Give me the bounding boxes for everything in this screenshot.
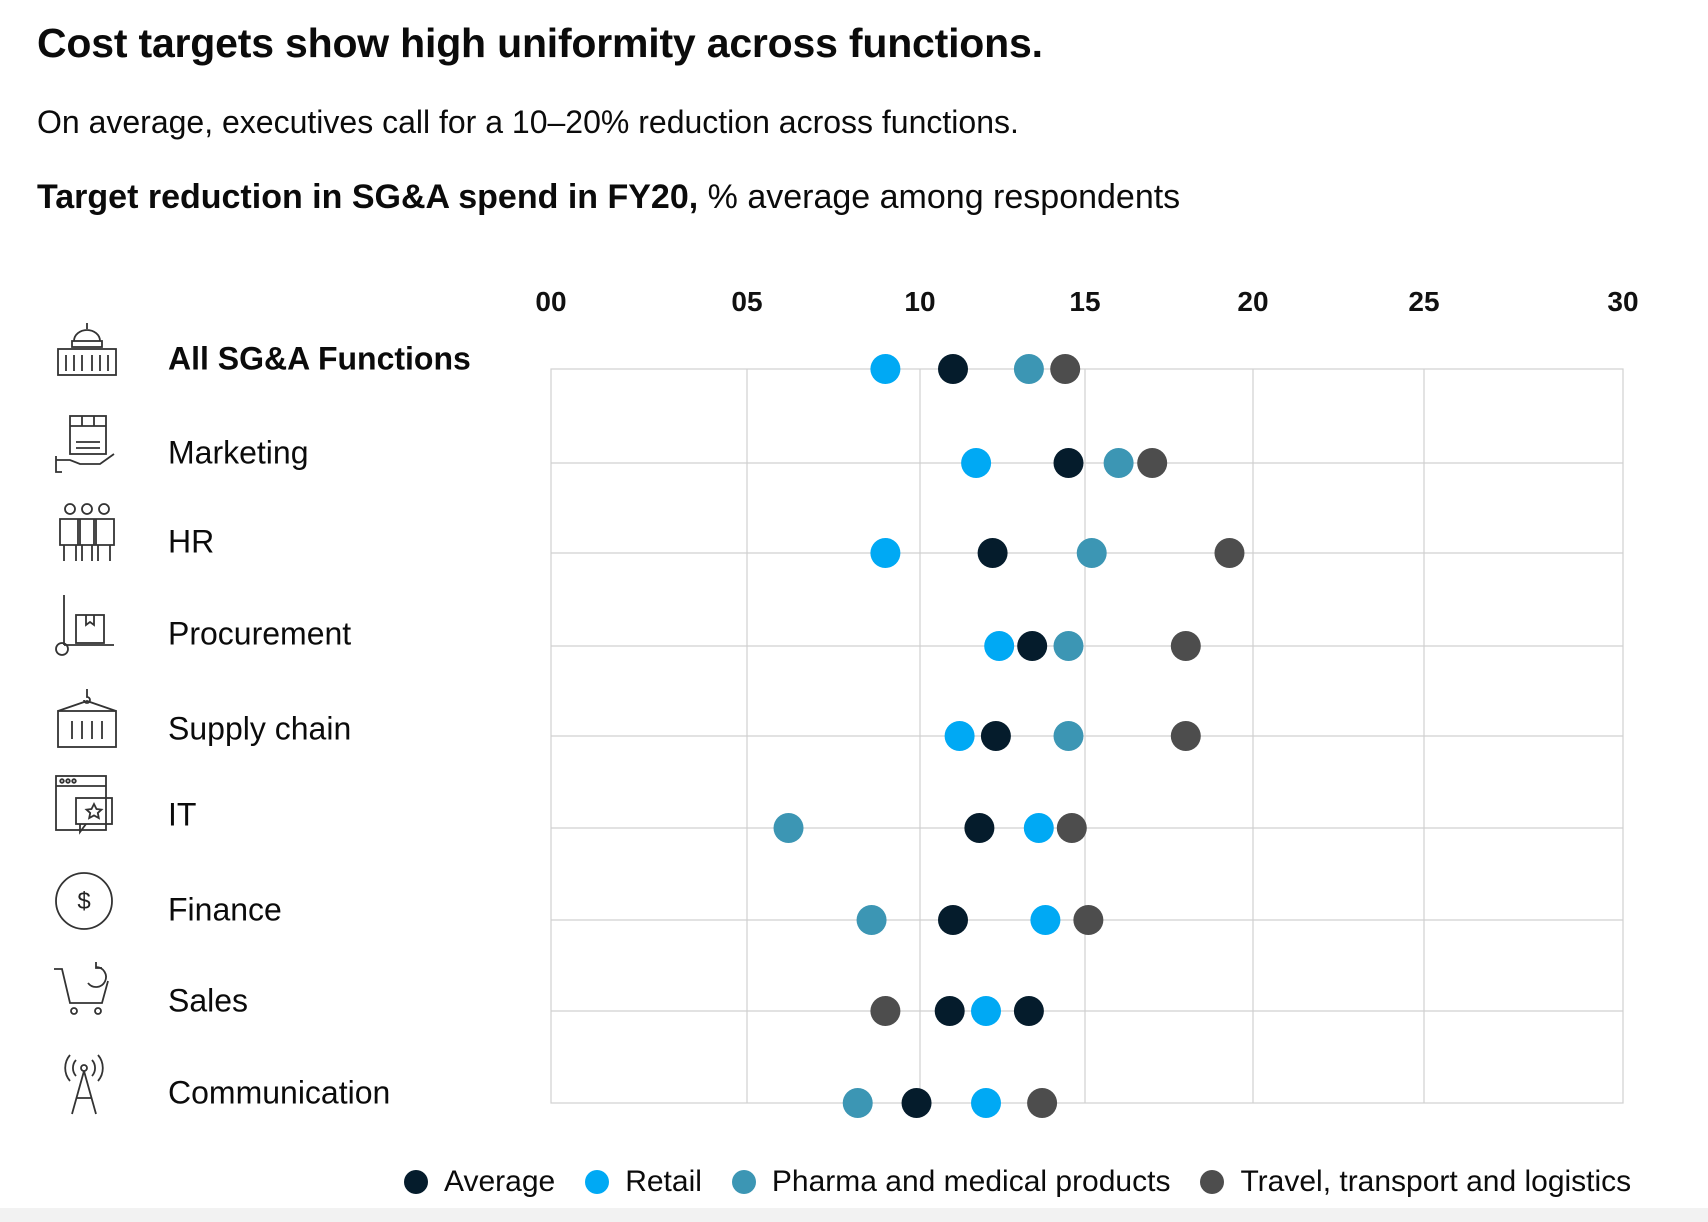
legend-item: Travel, transport and logistics bbox=[1200, 1165, 1631, 1199]
x-tick-label: 30 bbox=[1607, 286, 1638, 317]
data-point bbox=[1170, 631, 1201, 661]
data-point bbox=[842, 1088, 873, 1118]
legend-label: Pharma and medical products bbox=[771, 1165, 1171, 1198]
data-point bbox=[1013, 354, 1044, 384]
row-label: Marketing bbox=[168, 434, 309, 471]
legend-label: Average bbox=[444, 1165, 556, 1198]
hand-truck-icon bbox=[52, 593, 122, 657]
row-label: Procurement bbox=[168, 615, 352, 652]
shipping-container-icon bbox=[52, 687, 122, 751]
browser-star-icon bbox=[52, 774, 122, 838]
svg-text:$: $ bbox=[77, 888, 90, 915]
data-point bbox=[971, 1088, 1001, 1118]
data-point bbox=[980, 721, 1011, 751]
data-point bbox=[1013, 996, 1044, 1026]
data-point bbox=[1053, 721, 1084, 751]
legend-swatch bbox=[731, 1170, 756, 1194]
x-tick-label: 05 bbox=[731, 286, 762, 317]
row-label: Sales bbox=[168, 982, 249, 1019]
data-point bbox=[870, 354, 901, 384]
chart-label-bold: Target reduction in SG&A spend in FY20, bbox=[37, 178, 699, 216]
data-point bbox=[1137, 448, 1168, 478]
data-point bbox=[984, 631, 1015, 661]
chart-label: Target reduction in SG&A spend in FY20, … bbox=[37, 178, 1180, 217]
data-point bbox=[964, 813, 995, 843]
capitol-building-icon bbox=[52, 319, 122, 383]
data-point bbox=[1030, 905, 1061, 935]
data-point bbox=[1170, 721, 1201, 751]
data-point bbox=[1017, 631, 1048, 661]
dollar-coin-icon: $ bbox=[52, 869, 122, 933]
legend-swatch bbox=[404, 1170, 428, 1194]
radio-tower-icon bbox=[52, 1052, 122, 1116]
data-point bbox=[1053, 448, 1084, 478]
data-point bbox=[1214, 538, 1245, 568]
bottom-strip bbox=[0, 1208, 1708, 1222]
data-point bbox=[1103, 448, 1134, 478]
x-tick-label: 15 bbox=[1069, 286, 1100, 317]
hand-holding-box-icon bbox=[52, 412, 122, 476]
x-tick-label: 10 bbox=[904, 286, 935, 317]
data-point bbox=[1023, 813, 1054, 843]
data-point bbox=[1027, 1088, 1058, 1118]
chart-legend: Average Retail Pharma and medical products… bbox=[404, 1161, 1631, 1203]
data-point bbox=[870, 996, 901, 1026]
data-point bbox=[870, 538, 901, 568]
data-point bbox=[938, 354, 968, 384]
x-tick-label: 20 bbox=[1237, 286, 1268, 317]
row-label: HR bbox=[168, 523, 215, 560]
legend-label: Retail bbox=[625, 1165, 702, 1198]
x-tick-label: 25 bbox=[1408, 286, 1439, 317]
shopping-cart-icon bbox=[52, 959, 122, 1023]
row-label: Supply chain bbox=[168, 710, 352, 747]
page-title: Cost targets show high uniformity across… bbox=[37, 20, 1043, 66]
row-label: All SG&A Functions bbox=[168, 340, 471, 377]
data-point bbox=[961, 448, 992, 478]
legend-swatch bbox=[1200, 1170, 1225, 1194]
row-label: IT bbox=[168, 796, 197, 833]
data-point bbox=[944, 721, 975, 751]
legend-swatch bbox=[585, 1170, 610, 1194]
legend-item: Pharma and medical products bbox=[731, 1165, 1171, 1199]
x-tick-label: 00 bbox=[535, 286, 566, 317]
data-point bbox=[1073, 905, 1104, 935]
people-group-icon bbox=[52, 501, 122, 565]
data-point bbox=[901, 1088, 932, 1118]
data-point bbox=[938, 905, 968, 935]
data-point bbox=[977, 538, 1008, 568]
legend-label: Travel, transport and logistics bbox=[1240, 1165, 1632, 1198]
row-label: Finance bbox=[168, 891, 282, 928]
data-point bbox=[1056, 813, 1087, 843]
data-point bbox=[773, 813, 804, 843]
data-point bbox=[856, 905, 887, 935]
chart-label-rest: % average among respondents bbox=[707, 178, 1181, 216]
legend-item: Retail bbox=[585, 1165, 702, 1199]
legend-item: Average bbox=[404, 1165, 555, 1199]
data-point bbox=[1076, 538, 1107, 568]
page-subtitle: On average, executives call for a 10–20%… bbox=[37, 104, 1019, 140]
data-point bbox=[971, 996, 1001, 1026]
data-point bbox=[1050, 354, 1081, 384]
data-point bbox=[934, 996, 965, 1026]
row-label: Communication bbox=[168, 1074, 391, 1111]
data-point bbox=[1053, 631, 1084, 661]
